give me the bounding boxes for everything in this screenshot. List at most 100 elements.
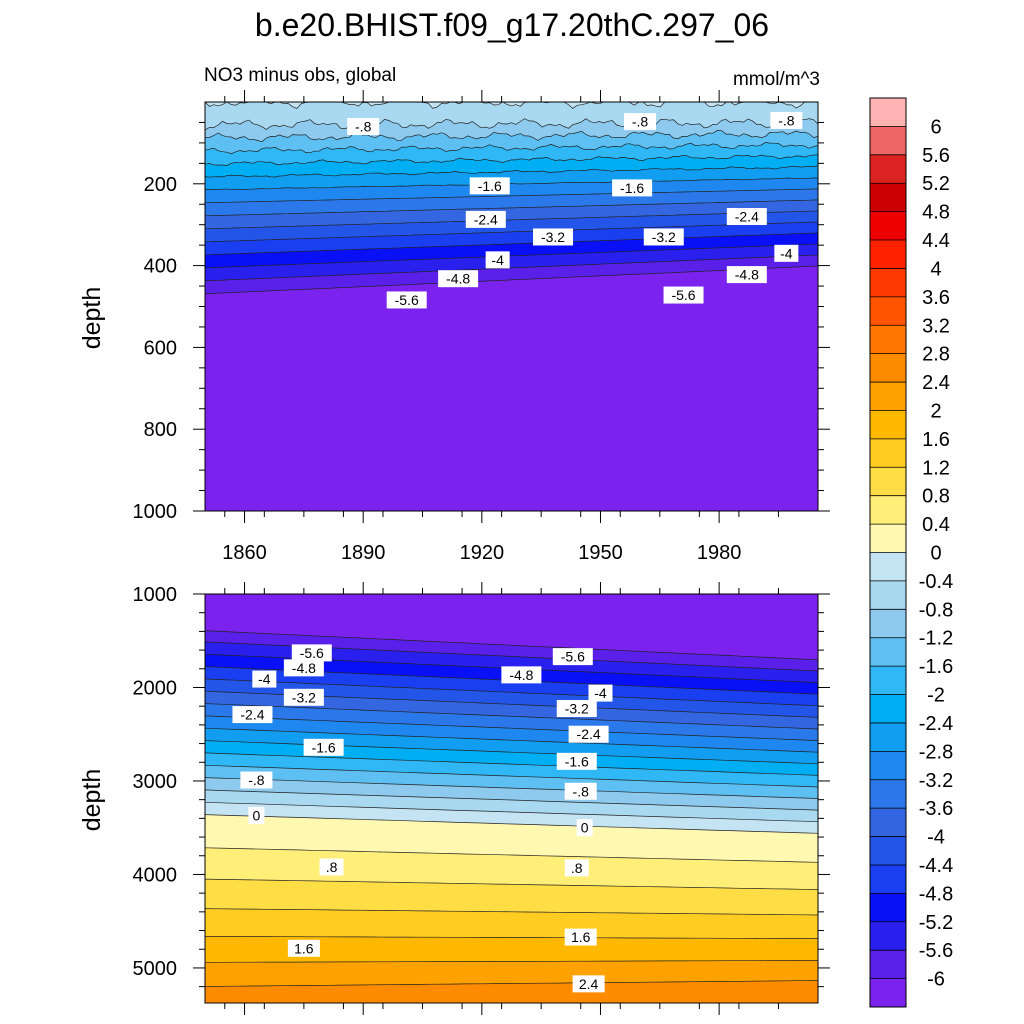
lower-contour-label-text-18: 1.6 <box>294 940 314 956</box>
lower-contour-label-text-1: -5.6 <box>561 649 585 665</box>
lower-contour-label-13: -.8 <box>564 782 597 800</box>
upper-xtick-label-1950: 1950 <box>578 542 623 564</box>
colorbar-label-24: -3.6 <box>919 798 953 820</box>
upper-ytick-label-200: 200 <box>144 174 177 196</box>
upper-contour-label-bg-11 <box>438 270 479 288</box>
upper-contour-label-text-13: -5.6 <box>395 292 419 308</box>
upper-contour-label-text-14: -5.6 <box>671 287 695 303</box>
upper-contour-label-text-6: -2.4 <box>735 209 759 225</box>
colorbar-label-26: -4.4 <box>919 855 953 877</box>
lower-contour-label-bg-12 <box>240 771 273 789</box>
colorbar-box-6 <box>870 268 906 298</box>
lower-ytick-label-4000: 4000 <box>133 864 178 886</box>
lower-contour-label-0: -5.6 <box>291 644 332 662</box>
colorbar-label-25: -4 <box>927 827 945 849</box>
upper-contour--2.8 <box>205 177 818 190</box>
lower-contour-label-bg-9 <box>568 725 609 743</box>
lower-contour--1.2 <box>205 777 818 799</box>
lower-contour-label-text-8: -2.4 <box>240 707 264 723</box>
lower-contour-label-bg-19 <box>564 928 597 946</box>
upper-contour-label-bg-0 <box>347 118 380 136</box>
upper-contour-label-text-5: -2.4 <box>474 211 498 227</box>
upper-contour-label-11: -4.8 <box>438 270 479 288</box>
colorbar-label-22: -2.8 <box>919 741 953 763</box>
lower-contour-label-9: -2.4 <box>568 725 609 743</box>
lower-ytick-label-3000: 3000 <box>133 771 178 793</box>
lower-contour-label-bg-6 <box>283 688 324 706</box>
lower-contour-label-bg-18 <box>287 939 320 957</box>
lower-frame <box>204 593 819 1004</box>
colorbar-box-16 <box>870 552 906 582</box>
lower-contour--0.8 <box>205 789 818 811</box>
lower-contour-label-15: 0 <box>576 819 593 837</box>
upper-contour--4 <box>205 210 818 230</box>
colorbar-label-4: 4.4 <box>922 230 950 252</box>
upper-contour--5.2 <box>205 243 818 269</box>
colorbar-box-25 <box>870 808 906 837</box>
colorbar-box-20 <box>870 666 906 695</box>
lower-contour-label-bg-3 <box>501 666 542 684</box>
lower-contour-label-5: -4 <box>588 684 613 702</box>
lower-contour-label-text-4: -4 <box>258 671 271 687</box>
colorbar-box-13 <box>870 467 906 496</box>
upper-contour-label-text-10: -4 <box>780 245 793 261</box>
upper-ytick-label-800: 800 <box>144 419 177 441</box>
lower-contour-label-bg-15 <box>576 819 593 837</box>
lower-contour-label-17: .8 <box>564 859 589 877</box>
upper-contour-label-bg-14 <box>663 286 704 304</box>
upper-contour-label-text-12: -4.8 <box>735 267 759 283</box>
lower-ytick-label-1000: 1000 <box>133 584 178 606</box>
panel-subtitle: NO3 minus obs, global <box>204 65 396 86</box>
lower-contour-label-text-12: -.8 <box>248 772 265 788</box>
colorbar-box-10 <box>870 382 906 411</box>
upper-contour-label-bg-10 <box>774 244 799 262</box>
lower-contour-label-18: 1.6 <box>287 939 320 957</box>
lower-contour-2 <box>205 960 818 963</box>
lower-ytick-label-5000: 5000 <box>133 958 178 980</box>
colorbar-box-15 <box>870 524 906 553</box>
colorbar-label-27: -4.8 <box>919 883 953 905</box>
upper-contour-label-2: -.8 <box>770 111 803 129</box>
upper-contour-label-text-1: -.8 <box>632 114 649 130</box>
upper-ylabel: depth <box>78 287 106 350</box>
lower-contour-label-bg-13 <box>564 782 597 800</box>
lower-contour-label-text-17: .8 <box>571 860 583 876</box>
colorbar-box-9 <box>870 353 906 383</box>
colorbar-label-15: 0 <box>930 543 941 565</box>
upper-contour-label-text-2: -.8 <box>778 112 795 128</box>
lower-contour-label-4: -4 <box>252 670 277 688</box>
colorbar: 6 5.6 5.2 4.8 4.4 4 3.6 3.2 2.8 2.4 2 1.6 1.2 0.8 0.4 0… <box>869 97 953 1008</box>
lower-contour-label-text-10: -1.6 <box>312 739 336 755</box>
upper-contour-label-bg-5 <box>465 210 506 228</box>
lower-contour-label-14: 0 <box>248 807 265 825</box>
colorbar-label-10: 2 <box>930 400 941 422</box>
upper-contour-label-12: -4.8 <box>726 266 767 284</box>
colorbar-label-3: 4.8 <box>922 202 950 224</box>
lower-contour-label-16: .8 <box>319 858 344 876</box>
upper-contour-labels: -.8 -.8 -.8 -1.6 -1.6 -2.4 -2.4 -3.2 -3.2 -4 -4 -4.… <box>347 111 803 309</box>
upper-contour-label-8: -3.2 <box>643 228 684 246</box>
upper-contour--1.6 <box>205 142 818 155</box>
upper-contour-label-3: -1.6 <box>469 177 510 195</box>
lower-ytick-label-2000: 2000 <box>133 677 178 699</box>
colorbar-box-28 <box>870 893 906 923</box>
colorbar-box-26 <box>870 836 906 866</box>
upper-contour-label-text-3: -1.6 <box>478 178 502 194</box>
colorbar-box-3 <box>870 183 906 212</box>
colorbar-label-8: 2.8 <box>922 344 950 366</box>
upper-contour-field <box>205 102 818 511</box>
lower-contour--3.2 <box>205 715 818 741</box>
colorbar-frame <box>869 97 907 1008</box>
lower-contour-labels: -5.6 -5.6-4.8 -4.8-4-4-3.2-3.2-2.4-2.4-1.6… <box>232 644 613 993</box>
colorbar-box-7 <box>870 296 906 326</box>
colorbar-label-14: 0.4 <box>922 514 950 536</box>
lower-contour-1.2 <box>205 908 818 916</box>
lower-contour-label-text-11: -1.6 <box>565 753 589 769</box>
lower-contour-label-text-0: -5.6 <box>300 645 324 661</box>
colorbar-box-11 <box>870 410 906 440</box>
upper-contour--3.6 <box>205 199 818 217</box>
colorbar-box-5 <box>870 240 906 269</box>
upper-contour-label-text-11: -4.8 <box>446 271 470 287</box>
colorbar-label-18: -1.2 <box>919 628 953 650</box>
